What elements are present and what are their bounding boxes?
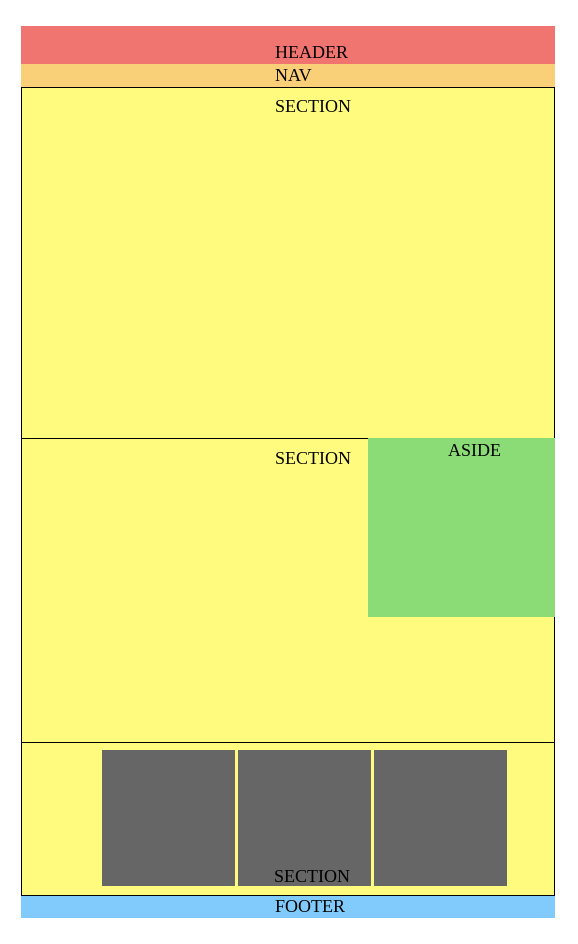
section-3: SECTION	[21, 742, 555, 896]
page-aside: ASIDE	[368, 438, 555, 617]
gray-tile-3	[374, 750, 507, 886]
section-1-label: SECTION	[275, 96, 351, 116]
gray-tile-1	[102, 750, 235, 886]
gray-tile-2	[238, 750, 371, 886]
footer-label: FOOTER	[275, 896, 346, 916]
page-nav: NAV	[21, 64, 555, 87]
section-1: SECTION	[21, 87, 555, 439]
aside-label: ASIDE	[448, 440, 501, 460]
page-header: HEADER	[21, 26, 555, 64]
section-3-label: SECTION	[274, 866, 350, 886]
section-2-label: SECTION	[275, 448, 351, 468]
page-footer: FOOTER	[21, 896, 555, 918]
header-label: HEADER	[275, 42, 348, 62]
nav-label: NAV	[275, 65, 312, 85]
